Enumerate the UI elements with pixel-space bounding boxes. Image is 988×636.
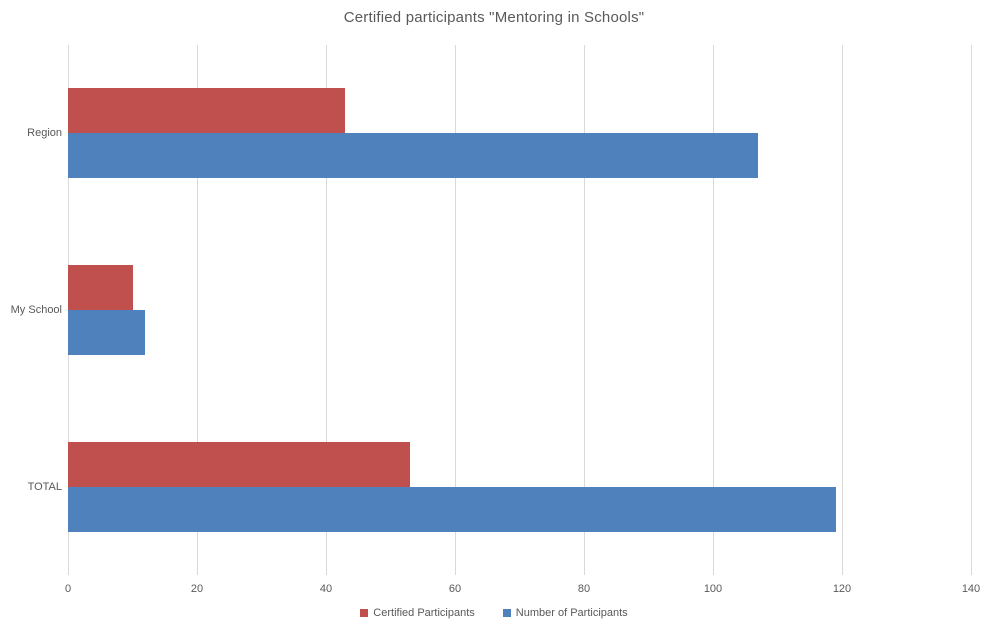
legend-label: Number of Participants bbox=[515, 607, 628, 619]
x-tick-label: 80 bbox=[577, 583, 591, 595]
bar-number-of-participants bbox=[68, 486, 836, 532]
bar-certified-participants bbox=[68, 88, 346, 134]
gridline bbox=[713, 45, 714, 575]
legend-item: Certified Participants bbox=[360, 607, 475, 619]
bar-certified-participants bbox=[68, 265, 133, 310]
x-tick-label: 40 bbox=[319, 583, 333, 595]
category-label: TOTAL bbox=[27, 480, 62, 493]
bar-number-of-participants bbox=[68, 310, 146, 355]
gridline bbox=[842, 45, 843, 575]
x-tick-label: 60 bbox=[448, 583, 462, 595]
plot-area bbox=[68, 45, 972, 575]
category-label: Region bbox=[27, 127, 62, 140]
gridline bbox=[326, 45, 327, 575]
legend-swatch-icon bbox=[360, 609, 369, 617]
legend: Certified Participants Number of Particip… bbox=[0, 607, 988, 619]
x-tick-label: 0 bbox=[64, 583, 72, 595]
category-label: My School bbox=[10, 304, 62, 316]
gridline bbox=[455, 45, 456, 575]
legend-label: Certified Participants bbox=[373, 607, 475, 619]
bar-certified-participants bbox=[68, 441, 410, 487]
legend-swatch-icon bbox=[502, 609, 511, 617]
chart-title: Certified participants "Mentoring in Sch… bbox=[343, 9, 645, 26]
x-tick-label: 20 bbox=[190, 583, 204, 595]
gridline bbox=[584, 45, 585, 575]
gridline bbox=[971, 45, 972, 575]
gridline bbox=[197, 45, 198, 575]
legend-item: Number of Participants bbox=[502, 607, 628, 619]
bar-number-of-participants bbox=[68, 133, 759, 179]
x-tick-label: 140 bbox=[961, 583, 981, 595]
x-tick-label: 100 bbox=[703, 583, 723, 595]
x-tick-label: 120 bbox=[832, 583, 852, 595]
